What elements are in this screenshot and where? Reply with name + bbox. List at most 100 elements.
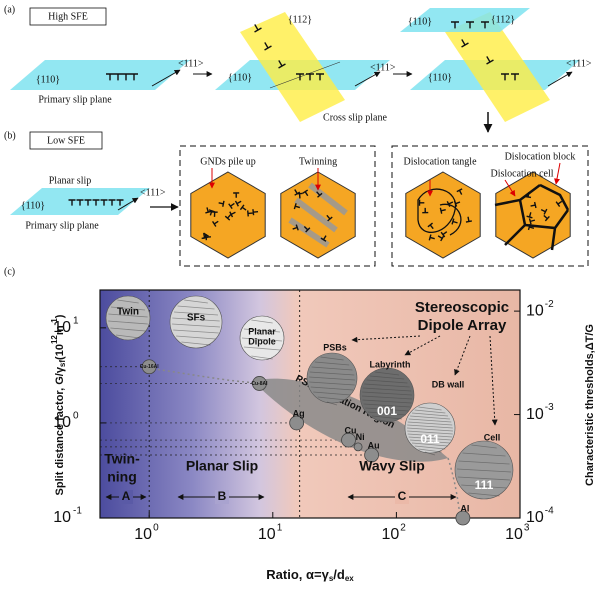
dislocation bbox=[316, 191, 323, 198]
dislocation bbox=[526, 212, 533, 219]
dislocation bbox=[422, 207, 429, 214]
tick-label: 10 bbox=[381, 526, 399, 543]
dislocation bbox=[303, 226, 311, 233]
slip-plane bbox=[400, 8, 530, 32]
micrograph-texture bbox=[408, 436, 452, 441]
tick-label: 10 bbox=[526, 406, 544, 423]
point bbox=[289, 415, 305, 431]
intersection bbox=[269, 61, 341, 89]
region-label: Planar Slip bbox=[186, 458, 258, 474]
panel-c: (c) 10 0 10 1 10 2 10 310 -110 010 110 -410 -310 -2Ra… bbox=[4, 266, 596, 583]
point bbox=[455, 510, 471, 526]
plane-label: {110} bbox=[428, 72, 452, 83]
micrograph-texture bbox=[363, 403, 411, 408]
dislocation bbox=[428, 234, 435, 241]
range-label: C bbox=[398, 489, 407, 503]
axis-label-part: sf bbox=[58, 360, 67, 367]
dislocation bbox=[530, 201, 537, 209]
micrograph bbox=[105, 295, 151, 341]
micrograph-texture bbox=[471, 444, 497, 449]
point bbox=[364, 447, 379, 463]
micrograph-texture bbox=[408, 418, 452, 423]
dislocation bbox=[446, 200, 454, 208]
micrograph-texture bbox=[411, 412, 449, 417]
micrograph-texture bbox=[313, 391, 351, 396]
micrograph-texture bbox=[110, 306, 146, 311]
micrograph-texture bbox=[378, 419, 396, 424]
micrograph-texture bbox=[407, 424, 453, 429]
range-label-bg bbox=[215, 490, 229, 504]
micrograph bbox=[169, 295, 223, 349]
dislocation bbox=[205, 234, 211, 241]
dislocation bbox=[239, 204, 247, 211]
micrograph-texture bbox=[458, 460, 510, 465]
micrograph-label: 001 bbox=[377, 404, 397, 418]
hexagon-label: Twinning bbox=[299, 156, 337, 167]
micrograph-texture bbox=[110, 327, 146, 332]
axis-label-part: s bbox=[329, 574, 334, 583]
micrograph-label: Twin bbox=[117, 307, 139, 318]
dislocation bbox=[108, 199, 116, 206]
tick-exponent: 1 bbox=[73, 315, 79, 326]
dislocation bbox=[440, 231, 448, 238]
dislocation bbox=[439, 207, 446, 214]
micrograph-texture bbox=[181, 341, 211, 346]
micrograph-texture bbox=[456, 468, 512, 473]
slip-plane bbox=[10, 60, 190, 90]
micrograph-texture bbox=[418, 406, 442, 411]
dislocation bbox=[418, 199, 425, 206]
direction-arrow bbox=[117, 197, 139, 211]
micrograph-texture bbox=[367, 411, 407, 416]
dislocation bbox=[252, 209, 259, 216]
direction-arrow bbox=[151, 69, 181, 87]
caption: Primary slip plane bbox=[38, 94, 112, 105]
axis-label-part: -1 bbox=[50, 318, 59, 326]
micrograph-texture bbox=[371, 415, 403, 420]
micrograph-texture bbox=[369, 375, 405, 380]
dislocation bbox=[524, 192, 532, 199]
dislocation bbox=[555, 200, 563, 207]
micrograph-texture bbox=[407, 430, 453, 435]
caption: Cross slip plane bbox=[323, 112, 387, 123]
sfe-label: High SFE bbox=[48, 11, 88, 22]
dislocation bbox=[92, 199, 100, 206]
tick-exponent: 0 bbox=[153, 523, 159, 534]
hexagon-label: Dislocation block bbox=[505, 151, 576, 162]
tick-label: 10 bbox=[526, 302, 544, 319]
dislocation bbox=[466, 21, 474, 29]
micrograph-texture bbox=[172, 317, 220, 322]
range-label: B bbox=[218, 489, 227, 503]
twin-band bbox=[294, 197, 338, 233]
axis-label: Characteristic thresholds,ΔT/G bbox=[584, 324, 596, 486]
point-label: Ni bbox=[356, 432, 365, 442]
micrograph-texture bbox=[457, 476, 511, 481]
dislocation bbox=[293, 203, 301, 210]
cross-slip-plane bbox=[240, 12, 345, 122]
dislocation bbox=[278, 60, 286, 69]
micrograph-texture bbox=[424, 451, 436, 456]
hexagon-label: GNDs pile up bbox=[200, 156, 256, 167]
dislocation bbox=[211, 211, 218, 217]
dislocation bbox=[229, 211, 236, 218]
dislocation bbox=[208, 209, 215, 216]
dislocation bbox=[540, 208, 548, 215]
plane-label: {110} bbox=[36, 74, 60, 85]
plane-label: {112} bbox=[491, 14, 515, 25]
dislocation bbox=[116, 199, 124, 206]
panel-b: (b) Low SFE Planar slip {110} <111> Prim… bbox=[4, 130, 589, 267]
micrograph-texture bbox=[311, 366, 353, 371]
direction-label: <111> bbox=[370, 62, 396, 73]
pointer-label: Labyrinth bbox=[369, 359, 410, 369]
micrograph-texture bbox=[461, 484, 507, 489]
point bbox=[353, 442, 363, 452]
inset-title: Dipole Array bbox=[418, 317, 507, 334]
label-box bbox=[29, 7, 107, 26]
pointer bbox=[554, 162, 561, 185]
tick-exponent: -2 bbox=[545, 299, 554, 310]
dislocation bbox=[294, 189, 301, 196]
tick-label: 10 bbox=[134, 526, 152, 543]
range-label: A bbox=[122, 489, 131, 503]
micrograph-texture bbox=[364, 383, 410, 388]
plane-label: {110} bbox=[21, 200, 45, 211]
pointer-arrow bbox=[454, 335, 471, 376]
